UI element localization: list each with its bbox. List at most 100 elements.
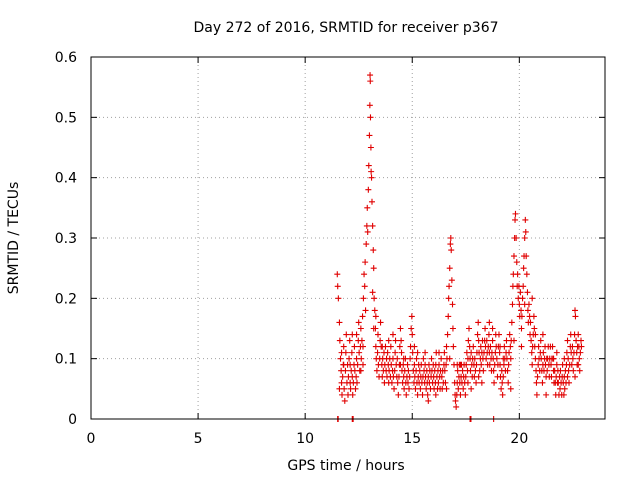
data-point	[464, 379, 471, 386]
data-point	[425, 397, 432, 404]
data-point	[448, 277, 455, 284]
data-point	[443, 361, 450, 368]
data-point	[391, 367, 398, 374]
data-point	[337, 355, 344, 362]
data-point	[508, 319, 515, 326]
data-point	[522, 228, 529, 235]
data-point	[493, 355, 500, 362]
data-point	[521, 301, 528, 308]
data-point	[358, 337, 365, 344]
data-point	[521, 235, 528, 241]
data-point	[475, 319, 482, 326]
data-point	[474, 331, 481, 338]
data-point	[396, 343, 403, 350]
data-point	[570, 367, 577, 374]
data-point	[359, 343, 366, 350]
data-point	[374, 349, 381, 356]
data-point	[572, 373, 579, 380]
data-point	[446, 265, 453, 272]
y-axis-label: SRMTID / TECUs	[6, 182, 22, 295]
data-point	[403, 391, 410, 398]
data-point	[553, 349, 560, 356]
data-point	[447, 235, 454, 241]
data-point	[512, 216, 519, 223]
data-point	[384, 349, 391, 356]
data-point	[463, 361, 470, 368]
data-point	[338, 379, 345, 386]
data-point	[368, 168, 375, 175]
data-point	[356, 349, 363, 356]
data-point	[428, 355, 435, 362]
data-point	[561, 385, 568, 392]
data-point	[342, 367, 349, 374]
data-point	[522, 216, 529, 223]
data-point	[578, 343, 585, 350]
data-point	[449, 325, 456, 332]
data-point	[372, 313, 379, 320]
data-point	[348, 349, 355, 356]
data-point	[359, 361, 366, 368]
data-point	[409, 331, 416, 338]
y-tick-label: 0.6	[55, 50, 77, 66]
data-point	[533, 379, 540, 386]
data-point	[373, 367, 380, 374]
data-point	[400, 355, 407, 362]
data-point	[462, 373, 469, 380]
data-point	[512, 210, 519, 217]
data-point	[518, 313, 525, 320]
data-point	[367, 144, 374, 151]
data-point	[465, 337, 472, 344]
data-point	[443, 385, 450, 392]
data-point	[577, 349, 584, 356]
data-point	[506, 349, 513, 356]
data-point	[387, 343, 394, 350]
data-point	[457, 361, 464, 368]
data-point	[482, 325, 489, 332]
data-point	[575, 331, 582, 338]
data-point	[357, 367, 364, 374]
data-point	[518, 307, 525, 314]
data-point	[561, 355, 568, 362]
data-point	[336, 319, 343, 326]
data-point	[447, 241, 454, 248]
data-point	[506, 331, 513, 338]
data-point	[420, 355, 427, 362]
data-point	[544, 367, 551, 374]
data-point	[397, 325, 404, 332]
data-point	[523, 253, 530, 260]
data-point	[385, 337, 392, 344]
data-point	[462, 391, 469, 398]
data-point	[398, 337, 405, 344]
data-point	[480, 367, 487, 374]
y-tick-label: 0	[68, 412, 77, 428]
data-point	[549, 343, 556, 350]
data-point	[514, 271, 521, 278]
data-point	[485, 331, 492, 338]
data-point	[513, 235, 520, 241]
data-point	[495, 331, 502, 338]
data-point	[364, 228, 371, 235]
data-point	[510, 253, 517, 260]
data-point	[361, 271, 368, 278]
data-point	[537, 337, 544, 344]
data-point	[367, 114, 374, 121]
data-point	[529, 361, 536, 368]
data-point	[362, 259, 369, 266]
data-point	[516, 301, 523, 308]
data-point	[517, 289, 524, 296]
data-point	[576, 355, 583, 362]
y-tick-label: 0.3	[55, 231, 77, 247]
data-point	[370, 265, 377, 272]
x-axis-label: GPS time / hours	[287, 458, 404, 474]
data-point	[446, 355, 453, 362]
data-point	[499, 391, 506, 398]
data-point	[392, 337, 399, 344]
x-tick-label: 20	[510, 431, 528, 447]
data-point	[487, 343, 494, 350]
data-point	[445, 313, 452, 320]
data-point	[363, 222, 370, 229]
data-point	[413, 355, 420, 362]
data-point	[364, 204, 371, 211]
data-point	[389, 331, 396, 338]
